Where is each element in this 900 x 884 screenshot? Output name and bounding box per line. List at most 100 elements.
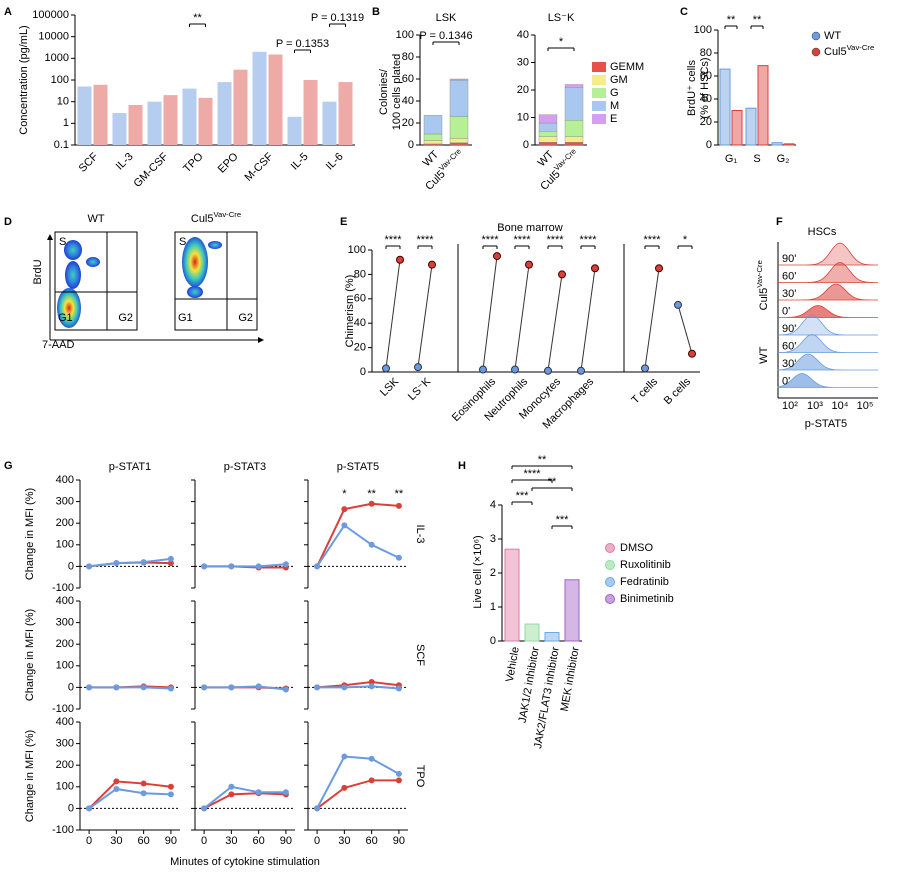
y-tick-label: 200 <box>56 638 74 650</box>
point <box>201 563 208 570</box>
x-tick-label: B cells <box>662 375 694 407</box>
point <box>167 791 174 798</box>
point <box>167 560 174 567</box>
point <box>140 780 147 787</box>
legend-label: DMSO <box>620 542 653 554</box>
y-tick-label: 0 <box>68 802 74 814</box>
histogram <box>778 305 878 318</box>
point <box>228 563 235 570</box>
legend-marker <box>605 577 615 587</box>
x-tick-label: MEK inhibitor <box>559 646 582 713</box>
bar-segment <box>423 133 443 141</box>
legend-label: GEMM <box>610 61 644 73</box>
significance-label: P = 0.1319 <box>311 12 364 24</box>
point <box>368 683 375 690</box>
arrow-head <box>258 337 264 343</box>
text-part: Cul5 <box>538 168 562 192</box>
point <box>113 684 120 691</box>
y-tick-label: 3 <box>490 533 496 545</box>
series-line <box>316 502 399 567</box>
y-tick-label: 10 <box>517 111 529 123</box>
legend-swatch <box>592 101 606 111</box>
panel-letter: E <box>340 216 347 228</box>
legend-marker <box>605 594 615 604</box>
x-tick-label: Vehicle <box>504 646 522 683</box>
bar <box>757 65 769 146</box>
row-label: 0' <box>782 305 790 317</box>
bar <box>147 101 162 145</box>
point <box>255 563 262 570</box>
significance-label: ** <box>395 488 404 500</box>
point <box>674 300 682 309</box>
x-tick-label: 10⁵ <box>857 400 874 412</box>
y-axis-label: Live cell (×10⁶) <box>472 535 484 608</box>
pair-line <box>385 259 401 369</box>
point <box>341 784 348 791</box>
bar <box>504 548 520 642</box>
significance-label: **** <box>416 234 434 246</box>
histogram <box>777 334 878 353</box>
y-tick-label: 60 <box>700 70 712 82</box>
y-tick-label: 20 <box>517 84 529 96</box>
y-tick-label: 1 <box>490 601 496 613</box>
point <box>113 785 120 792</box>
x-tick-label: 90 <box>165 835 177 847</box>
point <box>113 560 120 567</box>
point <box>428 260 436 269</box>
x-tick-label: 90 <box>280 835 292 847</box>
significance-label: ** <box>548 476 557 488</box>
bar-segment <box>449 138 469 143</box>
y-tick-label: 0 <box>408 139 414 151</box>
x-tick-label: IL-5 <box>289 151 311 173</box>
bar-segment <box>538 122 558 132</box>
point <box>525 260 533 269</box>
y-tick-label: 0 <box>490 635 496 647</box>
x-tick-label: 90 <box>393 835 405 847</box>
significance-label: **** <box>384 234 402 246</box>
significance-label: ** <box>193 12 202 24</box>
bar-segment <box>449 116 469 139</box>
y-tick-label: 300 <box>56 496 74 508</box>
bar <box>524 623 540 642</box>
point <box>201 684 208 691</box>
y-tick-label: 40 <box>354 317 366 329</box>
bar-segment <box>538 142 558 146</box>
y-tick-label: 400 <box>56 716 74 728</box>
x-tick-label: S <box>753 153 760 165</box>
bar <box>198 97 213 145</box>
y-axis-label: Change in MFI (%) <box>24 609 36 701</box>
series-line <box>203 792 286 810</box>
point <box>395 685 402 692</box>
histogram <box>778 283 878 301</box>
column-title: p-STAT1 <box>109 461 151 473</box>
point <box>382 364 390 373</box>
superscript: Vav-Cre <box>755 260 764 288</box>
bar <box>783 143 795 146</box>
y-tick-label: 40 <box>402 95 414 107</box>
row-label: TPO <box>414 765 426 788</box>
y-tick-label: 100 <box>56 781 74 793</box>
y-tick-label: 100 <box>694 24 712 36</box>
panel-letter: B <box>372 6 380 18</box>
x-tick-label: 60 <box>138 835 150 847</box>
series-line <box>88 557 172 568</box>
y-tick-label: 10000 <box>38 31 69 43</box>
significance-label: * <box>683 234 688 246</box>
row-label: 30' <box>782 358 796 370</box>
point <box>395 554 402 561</box>
y-tick-label: 4 <box>490 499 496 511</box>
significance-label: * <box>342 488 347 500</box>
y-tick-label: 1000 <box>45 52 69 64</box>
bar-segment <box>449 78 469 81</box>
density-region <box>208 241 222 249</box>
point <box>368 500 375 507</box>
y-tick-label: 200 <box>56 517 74 529</box>
point <box>396 255 404 264</box>
y-tick-label: 40 <box>517 29 529 41</box>
y-tick-label: -100 <box>52 582 74 594</box>
bar <box>745 107 757 146</box>
x-tick-label: GM-CSF <box>132 150 171 189</box>
row-label: 90' <box>782 253 796 265</box>
gate-label: G1 <box>178 312 193 324</box>
